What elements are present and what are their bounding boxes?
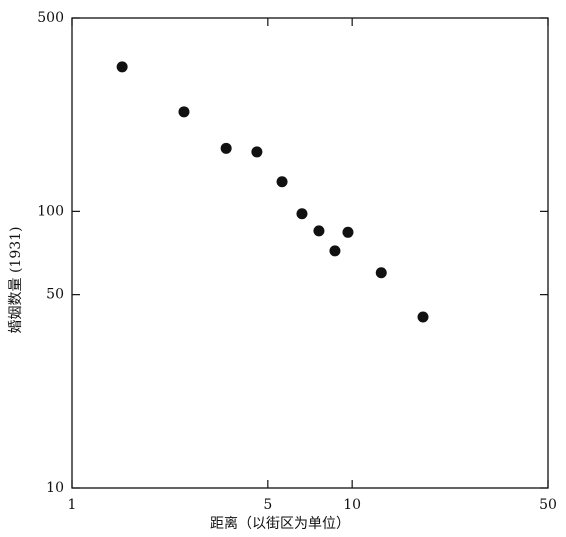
y-tick-label: 10 [46,480,64,496]
y-tick-label: 100 [37,203,64,219]
data-point [220,142,232,154]
data-point [375,267,387,279]
x-tick-label: 10 [343,497,361,513]
data-point [296,208,308,220]
y-tick-label: 500 [37,10,64,26]
x-tick-label: 1 [68,497,77,513]
data-point [178,106,190,118]
data-point [116,61,128,73]
x-tick-label: 5 [263,497,272,513]
data-point [342,226,354,238]
data-point [329,245,341,257]
x-axis-label: 距离（以街区为单位） [210,515,350,532]
data-point [313,225,325,237]
data-point [417,311,429,323]
data-point [276,176,288,188]
plot-frame [71,17,549,489]
x-tick-label: 50 [539,497,557,513]
y-tick-label: 50 [46,287,64,303]
y-axis-label: 婚姻数量 (1931) [8,226,24,333]
data-point [251,146,263,158]
